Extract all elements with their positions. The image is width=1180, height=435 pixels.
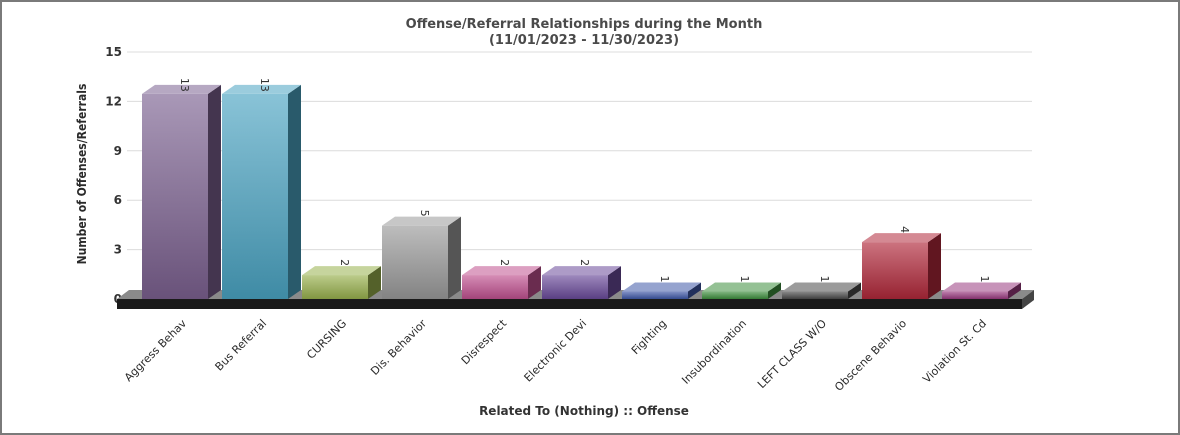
x-axis-label: Related To (Nothing) :: Offense: [479, 404, 689, 418]
bar-top: [542, 266, 621, 276]
y-tick-label: 12: [105, 94, 122, 108]
bar-top: [222, 84, 301, 94]
bar-side: [208, 84, 221, 299]
bar-side: [1008, 282, 1021, 299]
bar: [222, 84, 301, 299]
category-label: Bus Referral: [213, 317, 270, 374]
bar-top: [942, 282, 1021, 292]
bar-top: [702, 282, 781, 292]
category-label: Aggress Behav: [122, 317, 190, 385]
bar-top: [462, 266, 541, 276]
bar: [462, 266, 541, 299]
category-label: Obscene Behavio: [832, 317, 909, 394]
category-label: Disrespect: [459, 316, 510, 367]
bar-side: [848, 282, 861, 299]
chart-title: Offense/Referral Relationships during th…: [406, 17, 763, 32]
bar: [382, 216, 461, 299]
category-label: Violation St. Cd: [920, 317, 989, 386]
category-label: Insubordination: [679, 317, 749, 387]
data-label: 1: [738, 276, 751, 283]
bar-front: [942, 291, 1008, 299]
bar-front: [142, 93, 208, 299]
bar-front: [862, 242, 928, 299]
bar-front: [302, 275, 368, 299]
data-label: 5: [418, 210, 431, 217]
bar-front: [222, 93, 288, 299]
y-axis-label: Number of Offenses/Referrals: [75, 84, 89, 265]
floor-front: [117, 299, 1022, 309]
bar-side: [928, 233, 941, 299]
bars: [142, 84, 1021, 299]
y-tick-label: 9: [114, 144, 122, 158]
bar-top: [382, 216, 461, 226]
category-label: Fighting: [629, 317, 669, 357]
data-label: 2: [578, 259, 591, 266]
bar-side: [368, 266, 381, 299]
category-label: CURSING: [304, 317, 349, 362]
bar-top: [782, 282, 861, 292]
data-label: 13: [178, 78, 191, 92]
bar: [942, 282, 1021, 299]
bar-front: [542, 275, 608, 299]
data-label: 1: [658, 276, 671, 283]
bar-top: [622, 282, 701, 292]
bar-front: [382, 225, 448, 299]
bar: [542, 266, 621, 299]
bar-side: [688, 282, 701, 299]
bar-side: [288, 84, 301, 299]
y-tick-label: 15: [105, 45, 122, 59]
bar-top: [142, 84, 221, 94]
bar-side: [608, 266, 621, 299]
data-label: 4: [898, 226, 911, 233]
category-label: LEFT CLASS W/O: [755, 317, 829, 391]
category-labels: Aggress Behav Bus Referral CURSING Dis. Beh…: [122, 316, 989, 393]
bar-front: [702, 291, 768, 299]
data-label: 2: [338, 259, 351, 266]
y-axis-ticks: 03691215: [105, 45, 122, 306]
data-label: 1: [978, 276, 991, 283]
bar: [702, 282, 781, 299]
bar-front: [622, 291, 688, 299]
bar: [302, 266, 381, 299]
bar-top: [862, 233, 941, 243]
category-label: Dis. Behavior: [368, 317, 429, 378]
y-tick-label: 3: [114, 243, 122, 257]
bar-side: [768, 282, 781, 299]
y-tick-label: 6: [114, 193, 122, 207]
data-label: 2: [498, 259, 511, 266]
bar-top: [302, 266, 381, 276]
bar-side: [448, 216, 461, 299]
bar-side: [528, 266, 541, 299]
data-label: 1: [818, 276, 831, 283]
bar: [782, 282, 861, 299]
bar-front: [782, 291, 848, 299]
bar: [862, 233, 941, 299]
category-label: Electronic Devi: [522, 317, 590, 385]
chart-subtitle: (11/01/2023 - 11/30/2023): [489, 33, 679, 48]
data-labels: 13 13 2 5 2 2 1 1 1 4 1: [178, 78, 991, 283]
floor-side: [1022, 290, 1034, 309]
data-label: 13: [258, 78, 271, 92]
bar-front: [462, 275, 528, 299]
bar: [142, 84, 221, 299]
bar: [622, 282, 701, 299]
